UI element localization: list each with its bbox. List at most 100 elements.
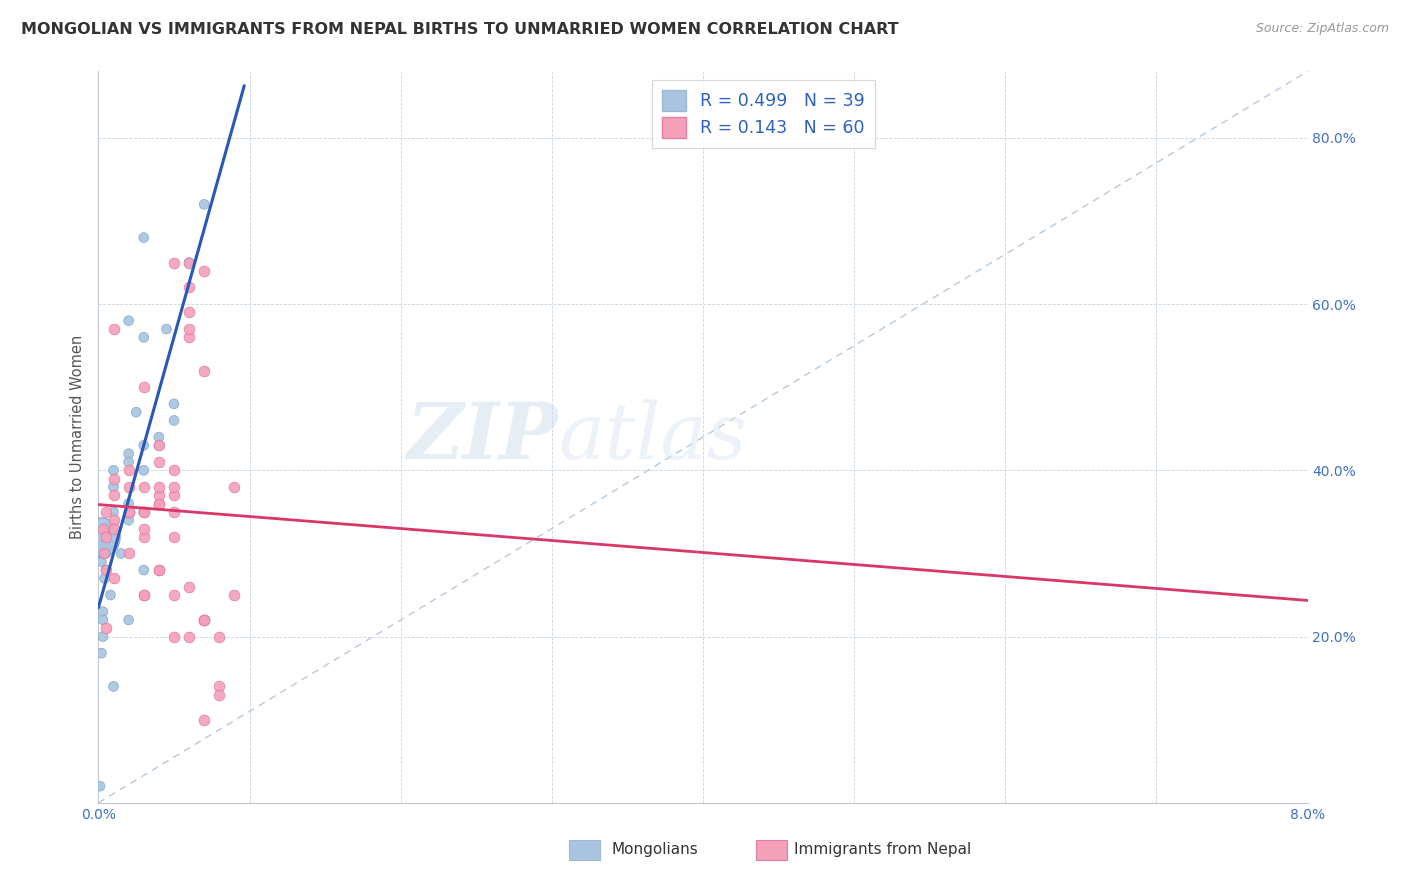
- Point: [132, 521, 155, 535]
- Point: [148, 480, 170, 494]
- Point: [103, 480, 125, 494]
- Point: [103, 488, 125, 502]
- Point: [163, 588, 186, 602]
- Y-axis label: Births to Unmarried Women: Births to Unmarried Women: [70, 335, 86, 539]
- Point: [163, 397, 186, 411]
- Point: [91, 630, 114, 644]
- Point: [224, 480, 246, 494]
- Point: [193, 363, 215, 377]
- Point: [90, 646, 112, 660]
- Point: [90, 538, 112, 552]
- Point: [118, 480, 141, 494]
- Point: [208, 630, 231, 644]
- Point: [118, 455, 141, 469]
- Point: [103, 322, 125, 336]
- Point: [103, 505, 125, 519]
- Point: [132, 380, 155, 394]
- Point: [110, 546, 132, 560]
- Point: [148, 497, 170, 511]
- Point: [132, 463, 155, 477]
- Point: [89, 779, 111, 793]
- Text: Mongolians: Mongolians: [612, 842, 699, 856]
- Point: [132, 588, 155, 602]
- Point: [94, 563, 117, 577]
- Point: [132, 480, 155, 494]
- Point: [132, 588, 155, 602]
- Point: [179, 580, 201, 594]
- Point: [208, 688, 231, 702]
- Point: [94, 530, 117, 544]
- Point: [132, 530, 155, 544]
- Point: [132, 438, 155, 452]
- Point: [148, 438, 170, 452]
- Point: [103, 513, 125, 527]
- Point: [103, 463, 125, 477]
- Point: [91, 613, 114, 627]
- Point: [118, 505, 141, 519]
- Point: [103, 538, 125, 552]
- Point: [179, 305, 201, 319]
- Text: atlas: atlas: [558, 399, 747, 475]
- Point: [148, 497, 170, 511]
- Point: [132, 505, 155, 519]
- Point: [148, 455, 170, 469]
- Legend: R = 0.499   N = 39, R = 0.143   N = 60: R = 0.499 N = 39, R = 0.143 N = 60: [651, 80, 876, 148]
- Point: [208, 680, 231, 694]
- Point: [163, 413, 186, 427]
- Point: [163, 488, 186, 502]
- Point: [148, 488, 170, 502]
- Point: [132, 330, 155, 344]
- Point: [118, 314, 141, 328]
- Text: MONGOLIAN VS IMMIGRANTS FROM NEPAL BIRTHS TO UNMARRIED WOMEN CORRELATION CHART: MONGOLIAN VS IMMIGRANTS FROM NEPAL BIRTH…: [21, 22, 898, 37]
- Point: [103, 571, 125, 585]
- Point: [91, 546, 114, 560]
- Point: [132, 230, 155, 244]
- Point: [118, 613, 141, 627]
- Point: [179, 255, 201, 269]
- Point: [91, 521, 114, 535]
- Point: [118, 447, 141, 461]
- Text: Source: ZipAtlas.com: Source: ZipAtlas.com: [1256, 22, 1389, 36]
- Point: [148, 430, 170, 444]
- Point: [118, 505, 141, 519]
- Point: [118, 497, 141, 511]
- Point: [148, 563, 170, 577]
- Point: [163, 505, 186, 519]
- Point: [163, 480, 186, 494]
- Point: [193, 264, 215, 278]
- Point: [118, 546, 141, 560]
- Point: [179, 322, 201, 336]
- Point: [91, 605, 114, 619]
- Point: [163, 630, 186, 644]
- Point: [94, 505, 117, 519]
- Point: [118, 513, 141, 527]
- Point: [148, 438, 170, 452]
- Point: [148, 563, 170, 577]
- Point: [179, 280, 201, 294]
- Point: [94, 546, 117, 560]
- Point: [193, 613, 215, 627]
- Point: [179, 255, 201, 269]
- Point: [90, 555, 112, 569]
- Point: [193, 613, 215, 627]
- Point: [132, 563, 155, 577]
- Point: [103, 521, 125, 535]
- Point: [103, 680, 125, 694]
- Point: [94, 621, 117, 635]
- Point: [132, 505, 155, 519]
- Point: [103, 472, 125, 486]
- Point: [93, 546, 115, 560]
- Point: [118, 505, 141, 519]
- Point: [179, 630, 201, 644]
- Point: [193, 713, 215, 727]
- Point: [89, 530, 111, 544]
- Point: [193, 613, 215, 627]
- Point: [179, 330, 201, 344]
- Point: [100, 588, 122, 602]
- Point: [155, 322, 177, 336]
- Point: [163, 255, 186, 269]
- Point: [118, 463, 141, 477]
- Point: [93, 571, 115, 585]
- Point: [193, 197, 215, 211]
- Point: [163, 463, 186, 477]
